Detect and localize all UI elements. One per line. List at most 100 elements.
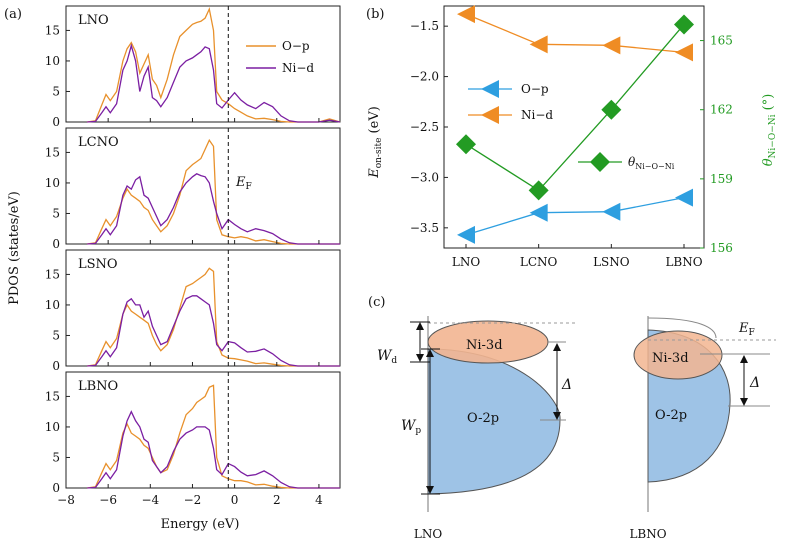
pdos-lno-o-p-curve (87, 7, 341, 123)
lno-o2p-label: O-2p (467, 411, 499, 426)
pdos-lno-ni-d-curve (87, 43, 341, 123)
series-ni-d-point (457, 5, 475, 24)
pdos-xtick-label: 2 (273, 493, 281, 507)
wd-arrow-top (416, 322, 424, 330)
wd-arrow-bottom (416, 354, 424, 362)
angle-ytick-label: 165 (710, 34, 733, 48)
pdos-lbno-ni-d-curve (87, 410, 340, 489)
lbno-fermi-label: EF (738, 321, 755, 338)
lbno-delta-label: Δ (749, 375, 760, 391)
panel-label-a: (a) (4, 7, 22, 22)
pdos-xtick-label: −2 (184, 493, 202, 507)
pdos-panel: 0 5 10 15 LNO 0 5 10 15 LCNO 0 5 10 15 LSNO 0 5 10 15 LBNO −… (45, 5, 341, 507)
lbno-delta-arrow-bottom (740, 398, 748, 406)
series-o-p-point (457, 225, 475, 244)
lno-delta-label: Δ (561, 377, 572, 393)
pdos-y-axis-label: PDOS (states/eV) (7, 191, 22, 305)
angle-y-axis-label: θNi−O−Ni (°) (761, 94, 778, 167)
series-ni-d-point (529, 35, 548, 54)
pdos-lcno-name: LCNO (78, 135, 119, 150)
pdos-xtick-label: −4 (141, 493, 159, 507)
lbno-ni3d-band (633, 330, 723, 380)
band-schematic: Wd Wp Δ Ni-3d O-2p LNO Δ EF Ni-3d O-2p L… (377, 316, 776, 541)
lbno-o2p-label: O-2p (655, 408, 687, 423)
pdos-lsno-ytick-label: 15 (45, 267, 60, 281)
pdos-lbno-name: LBNO (78, 379, 118, 394)
energy-ytick-label: −2.5 (410, 120, 439, 134)
pdos-lcno-frame (65, 127, 341, 245)
pdos-xtick-label: −8 (57, 493, 75, 507)
energy-legend-nid-marker (481, 106, 499, 124)
lno-ni3d-label: Ni-3d (466, 338, 503, 353)
series-ni-o-ni-point (456, 134, 476, 155)
angle-legend-marker (590, 152, 610, 172)
pdos-lbno-frame (65, 371, 341, 489)
pdos-xtick-label: 4 (315, 493, 323, 507)
energy-xtick-label: LCNO (520, 255, 558, 269)
wp-arrow-top (426, 349, 434, 357)
pdos-lsno-ytick-label: 10 (45, 298, 60, 312)
pdos-legend-op: O−p (282, 39, 310, 53)
series-ni-d-point (602, 36, 621, 55)
energy-legend-nid: Ni−d (521, 108, 553, 122)
pdos-xtick-label: 0 (231, 493, 239, 507)
pdos-lsno-ytick-label: 5 (52, 328, 60, 342)
pdos-legend-nid: Ni−d (282, 61, 314, 75)
lbno-ni3d-label: Ni-3d (652, 351, 689, 366)
series-ni-o-ni-point (674, 14, 694, 35)
angle-ytick-label: 156 (710, 241, 733, 255)
energy-ytick-label: −3.5 (410, 221, 439, 235)
pdos-lsno-name: LSNO (78, 257, 118, 272)
pdos-lno-ytick-label: 15 (45, 23, 60, 37)
panel-label-b: (b) (366, 7, 384, 22)
energy-xtick-label: LBNO (665, 255, 702, 269)
pdos-lbno-ytick-label: 15 (45, 389, 60, 403)
pdos-lsno-ytick-label: 0 (52, 359, 60, 373)
pdos-lno-ytick-label: 10 (45, 54, 60, 68)
series-ni-o-ni-line (465, 23, 685, 192)
pdos-lcno-ytick-label: 10 (45, 176, 60, 190)
energy-angle-panel: LNO LCNO LSNO LBNO −3.5 −3.0 −2.5 −2.0 −1.5 156 15… (410, 5, 733, 269)
energy-ytick-label: −1.5 (410, 19, 439, 33)
series-ni-o-ni-point (528, 180, 549, 201)
series-o-p-point (675, 188, 693, 207)
series-ni-o-ni-point (601, 99, 622, 120)
pdos-lbno-ytick-label: 5 (52, 450, 60, 464)
series-o-p-point (529, 203, 548, 222)
series-ni-d-point (675, 43, 693, 62)
energy-legend-op: O−p (521, 82, 549, 96)
angle-ytick-label: 162 (710, 103, 733, 117)
series-o-p-point (602, 202, 621, 221)
energy-xtick-label: LNO (452, 255, 480, 269)
series-o-p-line (465, 196, 685, 236)
pdos-x-axis-label: Energy (eV) (161, 517, 240, 532)
pdos-lcno-ytick-label: 0 (52, 237, 60, 251)
pdos-lsno-ni-d-curve (87, 295, 340, 367)
angle-ytick-label: 159 (710, 172, 733, 186)
lbno-delta-arrow-top (740, 355, 748, 363)
series-ni-d-line (465, 13, 685, 54)
pdos-lno-frame (65, 5, 341, 123)
pdos-lno-ytick-label: 5 (52, 84, 60, 98)
lbno-caption: LBNO (629, 527, 666, 541)
lbno-outline-top (647, 317, 717, 339)
panel-label-c: (c) (368, 295, 385, 310)
pdos-lcno-ytick-label: 5 (52, 206, 60, 220)
pdos-lno-ytick-label: 0 (52, 115, 60, 129)
pdos-lcno-ytick-label: 15 (45, 145, 60, 159)
lno-delta-arrow-bottom (553, 412, 561, 420)
pdos-lcno-ni-d-curve (87, 173, 340, 245)
lno-delta-arrow-top (553, 343, 561, 351)
energy-ytick-label: −3.0 (410, 170, 439, 184)
lno-caption: LNO (414, 527, 442, 541)
wd-label: Wd (377, 348, 397, 366)
pdos-lcno-o-p-curve (87, 138, 340, 245)
pdos-lbno-o-p-curve (87, 384, 340, 489)
pdos-lno-name: LNO (78, 13, 109, 28)
fermi-level-label: EF (235, 175, 252, 192)
energy-xtick-label: LSNO (593, 255, 630, 269)
wp-arrow-bottom (426, 486, 434, 494)
energy-ytick-label: −2.0 (410, 70, 439, 84)
pdos-lsno-frame (65, 249, 341, 367)
